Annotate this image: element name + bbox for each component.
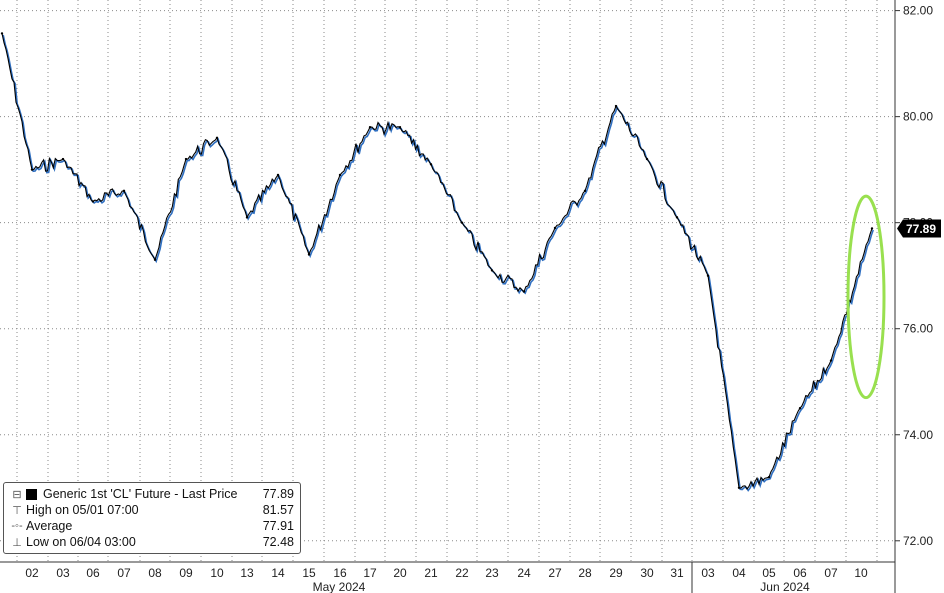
y-tick-label: 82.00 <box>903 4 933 18</box>
x-tick-label: 14 <box>271 566 285 580</box>
data-point <box>61 157 65 161</box>
x-tick-label: 03 <box>56 566 70 580</box>
x-tick-label: 07 <box>117 566 131 580</box>
y-tick-label: 80.00 <box>903 110 933 124</box>
x-tick-label: 04 <box>732 566 746 580</box>
data-point <box>307 253 311 256</box>
y-tick-label: 74.00 <box>903 428 933 442</box>
x-tick-label: 17 <box>363 566 377 580</box>
x-tick-label: 10 <box>854 566 868 580</box>
legend-row-average: -◦- Average 77.91 <box>10 518 294 534</box>
grid-layer <box>0 0 895 562</box>
x-tick-label: 09 <box>179 566 193 580</box>
x-tick-label: 08 <box>148 566 162 580</box>
x-tick-label: 10 <box>210 566 224 580</box>
legend-box: ⊟ Generic 1st 'CL' Future - Last Price 7… <box>3 482 301 554</box>
y-tick-label: 72.00 <box>903 534 933 548</box>
legend-series-swatch <box>26 488 37 500</box>
legend-low-value: 72.48 <box>262 535 294 549</box>
data-point <box>0 32 4 35</box>
x-tick-label: 31 <box>670 566 684 580</box>
x-tick-label: 06 <box>86 566 100 580</box>
legend-average-value: 77.91 <box>262 519 294 533</box>
x-month-label: May 2024 <box>313 580 366 593</box>
data-point <box>583 189 587 193</box>
data-point <box>368 126 372 129</box>
data-point <box>215 136 219 140</box>
legend-high-value: 81.57 <box>262 503 294 517</box>
x-tick-label: 27 <box>548 566 562 580</box>
x-tick-label: 13 <box>240 566 254 580</box>
data-point <box>30 168 34 171</box>
y-tick-label: 76.00 <box>903 322 933 336</box>
x-month-label: Jun 2024 <box>760 580 810 593</box>
x-tick-label: 07 <box>824 566 838 580</box>
data-point <box>870 227 874 230</box>
data-point <box>184 157 188 161</box>
legend-series-value: 77.89 <box>262 487 294 501</box>
annotation-layer <box>846 194 886 400</box>
x-tick-label: 20 <box>393 566 407 580</box>
average-marker-icon: -◦- <box>11 520 23 532</box>
data-point <box>276 173 280 177</box>
x-tick-label: 28 <box>578 566 592 580</box>
data-point <box>706 274 710 277</box>
data-point <box>675 216 679 219</box>
data-point <box>522 290 526 293</box>
low-marker-icon: ⊥ <box>12 536 22 549</box>
highlight-ellipse <box>846 194 886 400</box>
high-marker-icon: ⊤ <box>12 504 22 517</box>
data-point <box>429 163 433 166</box>
x-tick-label: 02 <box>25 566 39 580</box>
x-tick-label: 24 <box>517 566 531 580</box>
x-tick-label: 30 <box>640 566 654 580</box>
legend-series-label: Generic 1st 'CL' Future - Last Price <box>43 487 238 501</box>
legend-row-low: ⊥ Low on 06/04 03:00 72.48 <box>10 534 294 550</box>
data-point <box>553 226 557 230</box>
data-point <box>645 157 649 161</box>
legend-high-label: High on 05/01 07:00 <box>26 503 139 517</box>
data-point <box>153 258 157 261</box>
data-point <box>829 359 833 362</box>
x-tick-label: 22 <box>455 566 469 580</box>
legend-row-high: ⊤ High on 05/01 07:00 81.57 <box>10 502 294 518</box>
data-point <box>767 475 771 479</box>
data-point <box>490 269 494 272</box>
legend-expand-icon: ⊟ <box>12 488 22 501</box>
x-tick-label: 16 <box>333 566 347 580</box>
data-point <box>245 216 249 219</box>
x-tick-label: 06 <box>793 566 807 580</box>
last-price-label: 77.89 <box>906 222 936 236</box>
data-point <box>91 200 95 203</box>
legend-average-label: Average <box>26 519 73 533</box>
legend-row-series: ⊟ Generic 1st 'CL' Future - Last Price 7… <box>10 486 294 502</box>
data-point <box>798 407 802 410</box>
x-tick-label: 29 <box>609 566 623 580</box>
data-point <box>737 486 741 489</box>
x-tick-label: 03 <box>701 566 715 580</box>
x-tick-label: 21 <box>424 566 438 580</box>
legend-low-label: Low on 06/04 03:00 <box>26 535 136 549</box>
x-tick-label: 05 <box>762 566 776 580</box>
data-point <box>122 189 126 193</box>
data-point <box>398 126 402 129</box>
series-line <box>1 33 873 490</box>
data-point <box>460 221 464 224</box>
data-point <box>338 173 342 177</box>
data-point <box>614 104 618 108</box>
series-line-blue <box>2 34 874 492</box>
x-tick-label: 15 <box>302 566 316 580</box>
x-tick-label: 23 <box>485 566 499 580</box>
last-price-tag <box>897 219 941 238</box>
series-layer <box>0 32 874 492</box>
